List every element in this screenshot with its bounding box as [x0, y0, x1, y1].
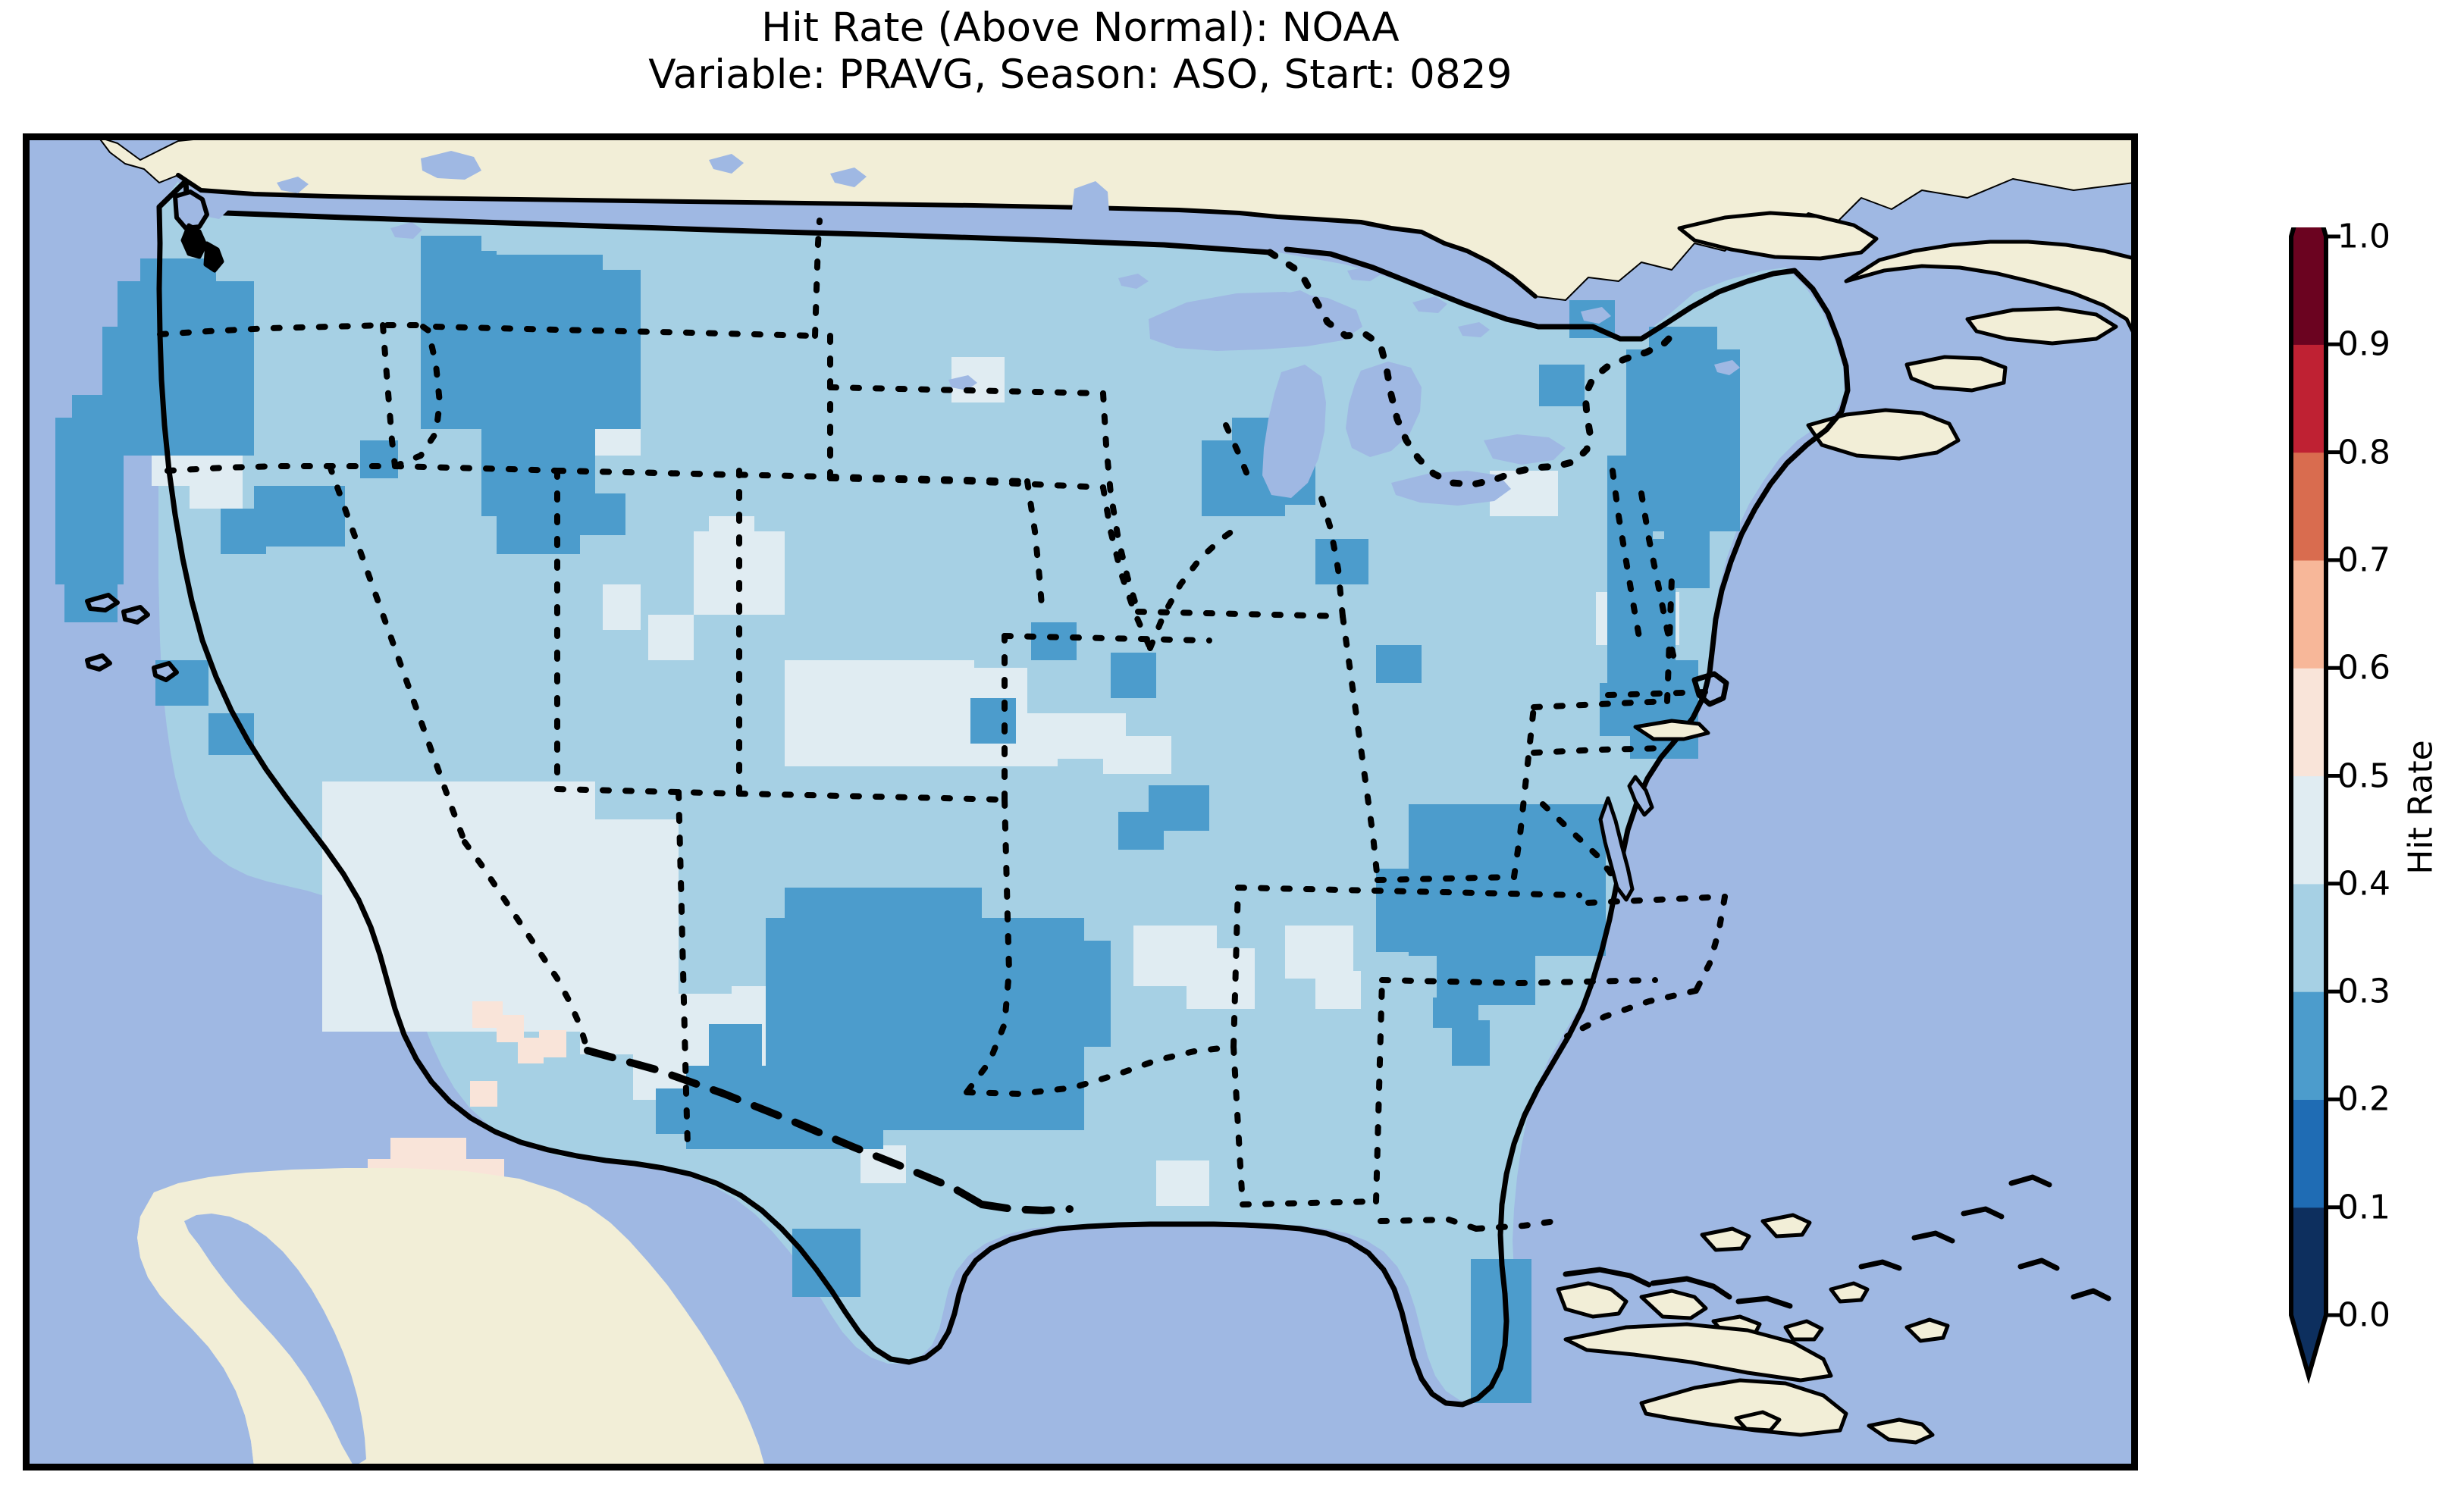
colorbar-tick-label-2: 0.2 [2337, 1079, 2390, 1119]
colorbar-band-0 [2291, 1207, 2326, 1316]
colorbar-swatches [2289, 227, 2340, 1384]
chart-title: Hit Rate (Above Normal): NOAA Variable: … [0, 5, 2161, 99]
colorbar-tick-label-0: 0.0 [2337, 1295, 2390, 1335]
colorbar: Hit Rate 0.0 0.1 0.2 0.3 0.4 0.5 0.6 0.7 0.8 0.9 1… [2286, 218, 2464, 1387]
colorbar-band-4 [2291, 775, 2326, 885]
title-line-2: Variable: PRAVG, Season: ASO, Start: 082… [648, 52, 1513, 98]
colorbar-band-2 [2291, 991, 2326, 1100]
colorbar-band-6 [2291, 559, 2326, 669]
colorbar-band-5 [2291, 668, 2326, 777]
title-line-1: Hit Rate (Above Normal): NOAA [761, 5, 1400, 51]
colorbar-band-3 [2291, 883, 2326, 992]
colorbar-tick-label-10: 1.0 [2337, 217, 2390, 256]
colorbar-tick-label-8: 0.8 [2337, 433, 2390, 472]
colorbar-tick-label-4: 0.4 [2337, 864, 2390, 904]
colorbar-tick-label-7: 0.7 [2337, 540, 2390, 580]
colorbar-tick-label-9: 0.9 [2337, 324, 2390, 364]
colorbar-tick-label-1: 0.1 [2337, 1188, 2390, 1227]
map-layers [27, 137, 2134, 1467]
colorbar-extend-top [2291, 227, 2326, 236]
colorbar-band-9 [2291, 236, 2326, 345]
colorbar-band-1 [2291, 1099, 2326, 1208]
colorbar-tick-label-5: 0.5 [2337, 756, 2390, 795]
colorbar-band-8 [2291, 344, 2326, 453]
colorbar-tick-label-6: 0.6 [2337, 648, 2390, 687]
colorbar-band-7 [2291, 452, 2326, 561]
map-panel [23, 133, 2138, 1471]
map-canvas [27, 137, 2134, 1467]
colorbar-extend-bottom [2291, 1315, 2326, 1376]
colorbar-axis-label: Hit Rate [2401, 740, 2440, 875]
colorbar-tick-label-3: 0.3 [2337, 972, 2390, 1011]
